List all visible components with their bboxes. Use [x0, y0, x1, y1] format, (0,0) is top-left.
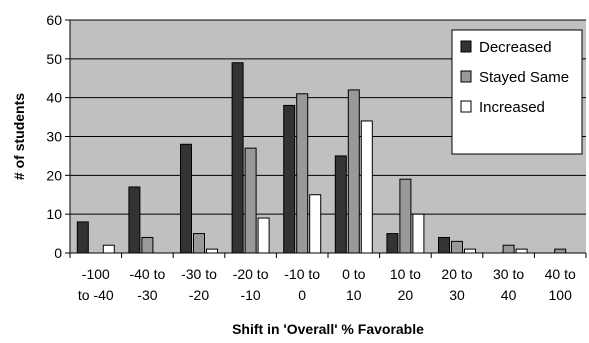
y-tick-label: 30	[46, 129, 62, 145]
bar-decreased	[76, 221, 89, 254]
bar-stayed-same	[399, 178, 412, 254]
legend-label: Increased	[479, 99, 545, 116]
bar-decreased	[180, 143, 192, 254]
x-tick-label: 100	[549, 287, 573, 303]
y-tick-label: 10	[46, 206, 62, 222]
bar-stayed-same	[347, 89, 360, 254]
bar-increased	[309, 194, 322, 254]
legend-label: Decreased	[479, 39, 552, 56]
bar-increased	[102, 244, 115, 254]
bar-decreased	[386, 233, 399, 254]
legend-swatch	[460, 70, 472, 83]
bar-stayed-same	[554, 248, 567, 254]
x-tick-label: 20	[398, 287, 414, 303]
bar-increased	[412, 213, 425, 254]
y-tick-label: 0	[54, 245, 62, 261]
legend-box	[451, 29, 583, 155]
bar-decreased	[438, 236, 450, 254]
bar-increased	[515, 248, 528, 254]
bar-increased	[257, 217, 270, 254]
x-category-labels: -100 to -40 -40 to -30 -30 to -20 -20 to -10 -10…	[78, 266, 576, 303]
bar-stayed-same	[193, 233, 205, 254]
x-tick-label: -100	[82, 266, 110, 282]
bar-decreased	[334, 155, 347, 254]
gridlines	[70, 19, 586, 215]
x-tick-label: -20 to	[233, 266, 269, 282]
bar-stayed-same	[296, 93, 309, 254]
bar-increased	[206, 248, 218, 254]
bar-decreased	[128, 186, 141, 254]
bar-stayed-same	[141, 236, 154, 254]
x-tick-label: -10	[240, 287, 260, 303]
x-tick-label: -20	[189, 287, 209, 303]
bar-decreased	[231, 62, 244, 254]
y-tick-label: 60	[46, 12, 62, 28]
axes	[65, 19, 587, 258]
x-tick-label: to -40	[78, 287, 114, 303]
x-tick-label: 30 to	[493, 266, 524, 282]
x-tick-label: 20 to	[441, 266, 472, 282]
legend: Decreased Stayed Same Increased	[451, 29, 583, 155]
x-tick-label: 0 to	[342, 266, 366, 282]
x-axis-title: Shift in 'Overall' % Favorable	[232, 321, 424, 337]
legend-swatch	[460, 100, 472, 113]
x-tick-label: -30	[137, 287, 157, 303]
x-tick-label: 10 to	[390, 266, 421, 282]
legend-label: Stayed Same	[479, 69, 569, 86]
y-tick-label: 40	[46, 90, 62, 106]
x-tick-label: -30 to	[181, 266, 217, 282]
x-tick-label: 30	[449, 287, 465, 303]
bar-decreased	[283, 104, 296, 254]
x-tick-label: -10 to	[284, 266, 320, 282]
bar-stayed-same	[502, 244, 515, 254]
y-tick-labels: 0 10 20 30 40 50 60	[46, 12, 62, 261]
bar-stayed-same	[244, 147, 257, 254]
x-tick-label: 40 to	[545, 266, 576, 282]
y-tick-label: 50	[46, 51, 62, 67]
x-tick-label: 0	[298, 287, 306, 303]
legend-swatch	[460, 40, 472, 53]
y-tick-label: 20	[46, 167, 62, 183]
bar-increased	[360, 120, 373, 254]
x-tick-label: -40 to	[129, 266, 165, 282]
bar-stayed-same	[451, 240, 463, 254]
y-axis-title: # of students	[11, 93, 27, 180]
x-tick-label: 40	[501, 287, 517, 303]
bar-increased	[464, 248, 476, 254]
x-tick-label: 10	[346, 287, 362, 303]
